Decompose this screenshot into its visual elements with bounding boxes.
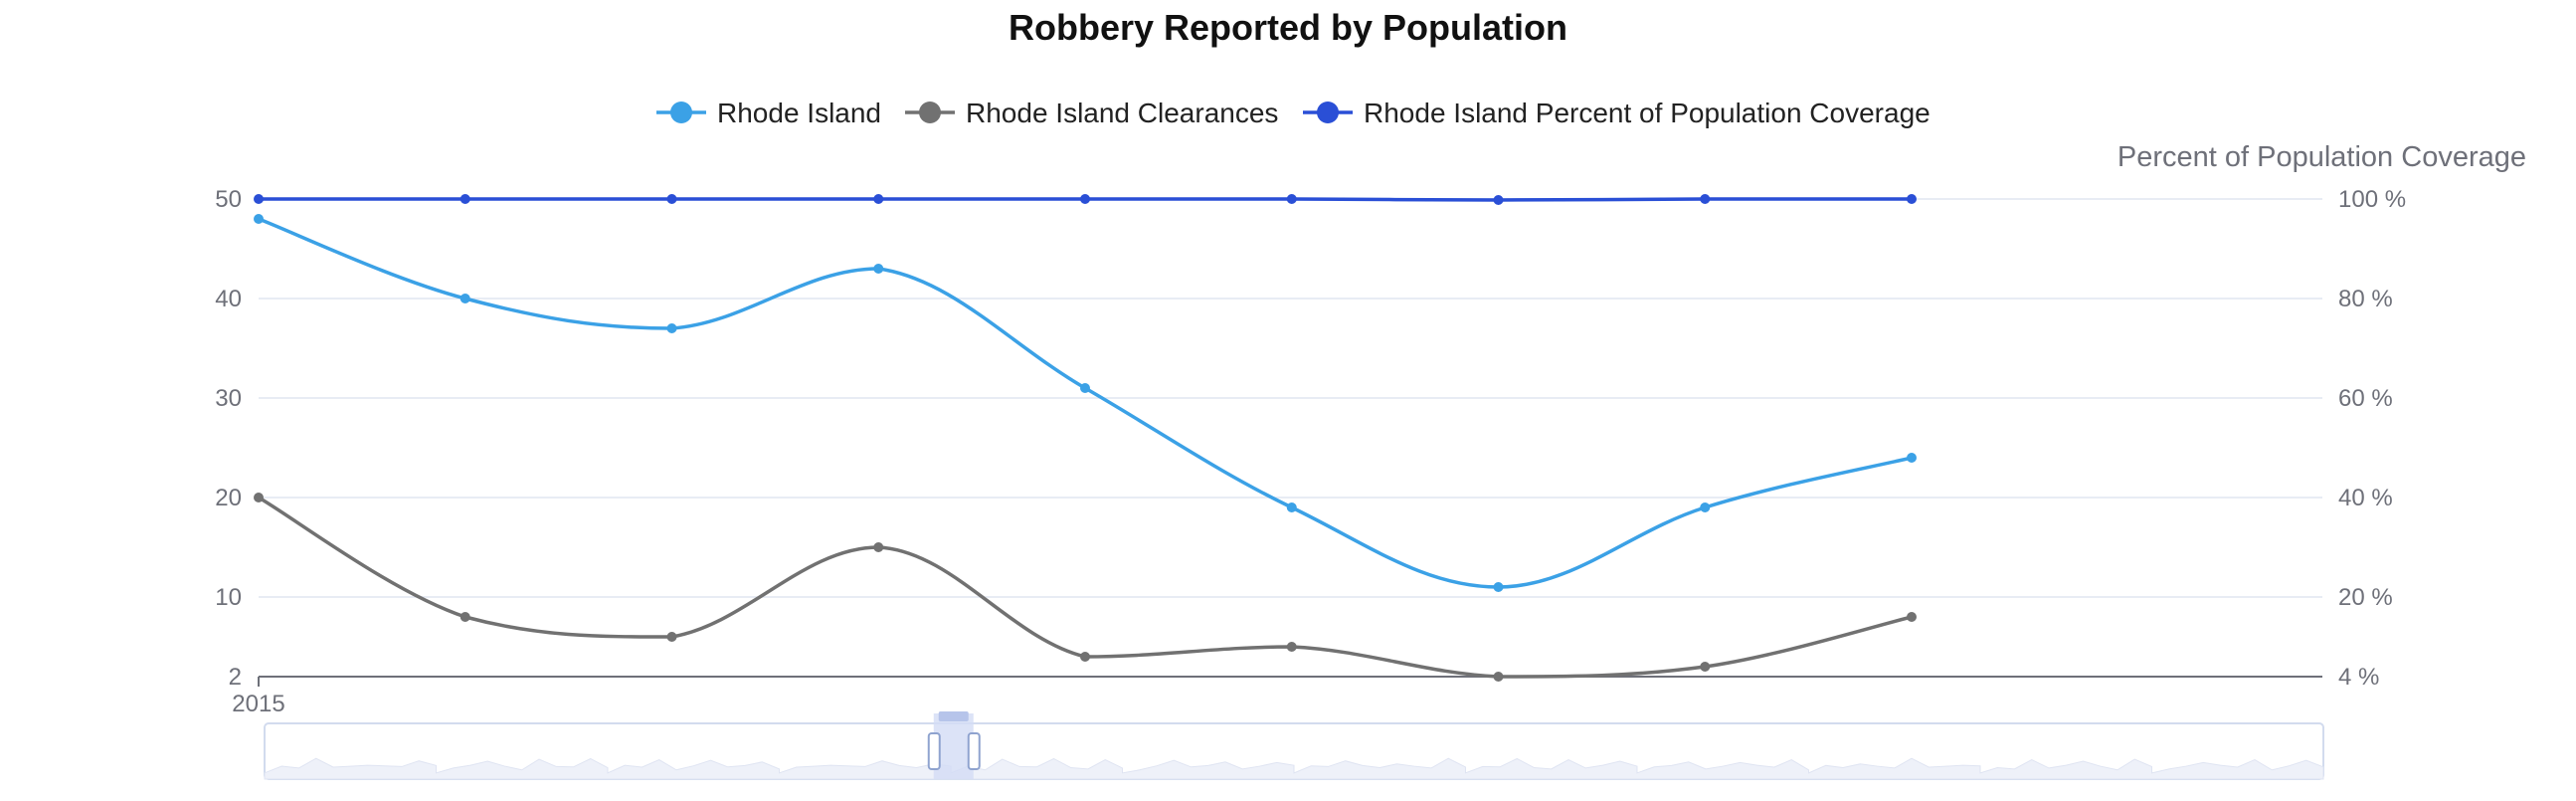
data-point — [1700, 502, 1711, 512]
data-point — [1493, 582, 1504, 592]
x-tick-label: 2015 — [232, 691, 284, 717]
data-point — [254, 194, 264, 204]
data-point — [1493, 195, 1504, 205]
legend-item[interactable]: Rhode Island Clearances — [905, 98, 1278, 128]
legend-marker — [1317, 101, 1339, 123]
y-axis-right: 4 % 20 % 40 % 60 % 80 % 100 % — [2338, 186, 2406, 691]
y-right-tick-label: 40 % — [2338, 485, 2393, 511]
legend-label: Rhode Island Percent of Population Cover… — [1364, 98, 1931, 128]
legend-label: Rhode Island — [717, 98, 881, 128]
grid-lines — [259, 198, 2322, 598]
zoom-overview — [264, 757, 2324, 780]
y-left-tick-label: 2 — [229, 664, 242, 691]
y-left-tick-label: 30 — [215, 385, 242, 412]
right-axis-name: Percent of Population Coverage — [2117, 141, 2526, 173]
data-point — [1493, 672, 1504, 682]
series-3 — [254, 194, 1917, 205]
legend-marker — [670, 101, 692, 123]
legend-item[interactable]: Rhode Island Percent of Population Cover… — [1303, 98, 1931, 128]
legend-label: Rhode Island Clearances — [966, 98, 1278, 128]
y-axis-left: 2 10 20 30 40 50 — [215, 186, 242, 691]
data-point — [460, 194, 470, 204]
y-left-tick-label: 50 — [215, 186, 242, 213]
data-point — [1080, 652, 1090, 662]
y-right-tick-label: 4 % — [2338, 664, 2379, 691]
y-right-tick-label: 100 % — [2338, 186, 2406, 213]
y-left-tick-label: 10 — [215, 584, 242, 611]
chart-title: Robbery Reported by Population — [1009, 7, 1567, 48]
data-point — [1700, 662, 1711, 672]
data-point — [1080, 194, 1090, 204]
series-line — [258, 217, 1913, 589]
series-layer — [254, 194, 1917, 682]
x-axis: 2015 — [232, 676, 2322, 717]
zoom-handle-left[interactable] — [927, 732, 941, 770]
data-point — [1286, 642, 1297, 652]
data-point — [460, 612, 470, 622]
y-left-tick-label: 20 — [215, 485, 242, 511]
data-point — [1700, 194, 1711, 204]
data-point — [1907, 194, 1917, 204]
y-right-tick-label: 80 % — [2338, 286, 2393, 312]
data-point — [666, 323, 677, 333]
series-line — [258, 496, 1913, 679]
data-point — [666, 632, 677, 642]
y-right-tick-label: 60 % — [2338, 385, 2393, 412]
data-point — [873, 194, 884, 204]
data-point — [254, 214, 264, 224]
data-point — [666, 194, 677, 204]
zoom-move-handle[interactable] — [938, 711, 969, 721]
legend-marker — [919, 101, 941, 123]
data-point — [1907, 612, 1917, 622]
series-1 — [254, 214, 1917, 592]
legend: Rhode Island Rhode Island Clearances Rhode… — [656, 98, 1931, 128]
series-2 — [254, 493, 1917, 682]
data-zoom-slider[interactable] — [264, 711, 2324, 780]
y-left-tick-label: 40 — [215, 286, 242, 312]
zoom-handle-right[interactable] — [967, 732, 981, 770]
data-point — [873, 542, 884, 552]
data-point — [1907, 453, 1917, 463]
data-point — [873, 264, 884, 274]
legend-item[interactable]: Rhode Island — [656, 98, 881, 128]
y-right-tick-label: 20 % — [2338, 584, 2393, 611]
data-point — [460, 294, 470, 303]
data-point — [254, 493, 264, 502]
data-point — [1286, 502, 1297, 512]
data-point — [1080, 383, 1090, 393]
data-point — [1286, 194, 1297, 204]
